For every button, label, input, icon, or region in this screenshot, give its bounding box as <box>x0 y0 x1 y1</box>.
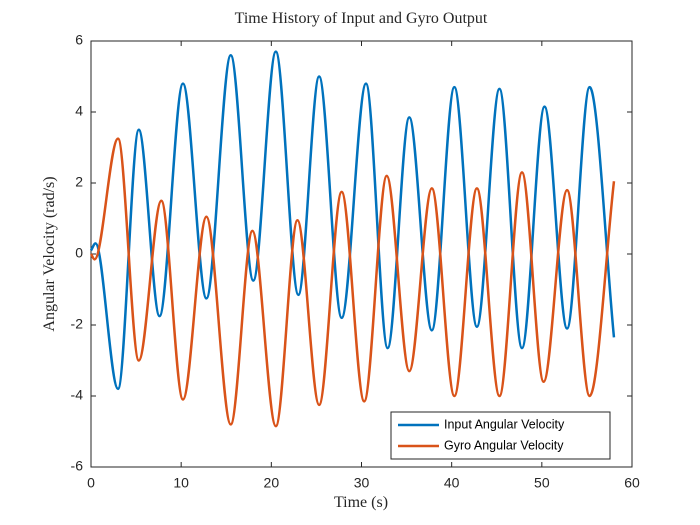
legend-label: Gyro Angular Velocity <box>444 438 564 452</box>
y-axis-label: Angular Velocity (rad/s) <box>41 176 58 331</box>
x-tick-label: 30 <box>354 475 370 491</box>
y-tick-label: 2 <box>75 174 83 190</box>
x-axis-label: Time (s) <box>334 494 388 511</box>
y-tick-label: 0 <box>75 245 83 261</box>
y-tick-label: -6 <box>71 458 84 474</box>
data-line <box>89 137 616 428</box>
chart-title: Time History of Input and Gyro Output <box>235 10 488 27</box>
legend-label: Input Angular Velocity <box>444 417 565 431</box>
y-tick-label: 6 <box>75 32 83 48</box>
x-tick-label: 0 <box>87 475 95 491</box>
y-tick-label: 4 <box>75 103 83 119</box>
x-tick-label: 10 <box>173 475 189 491</box>
x-tick-label: 60 <box>624 475 640 491</box>
y-tick-label: -4 <box>71 387 84 403</box>
y-tick-label: -2 <box>71 316 84 332</box>
x-tick-label: 20 <box>264 475 280 491</box>
x-tick-label: 50 <box>534 475 550 491</box>
data-line <box>89 50 616 391</box>
legend-box <box>390 411 611 460</box>
x-tick-label: 40 <box>444 475 460 491</box>
